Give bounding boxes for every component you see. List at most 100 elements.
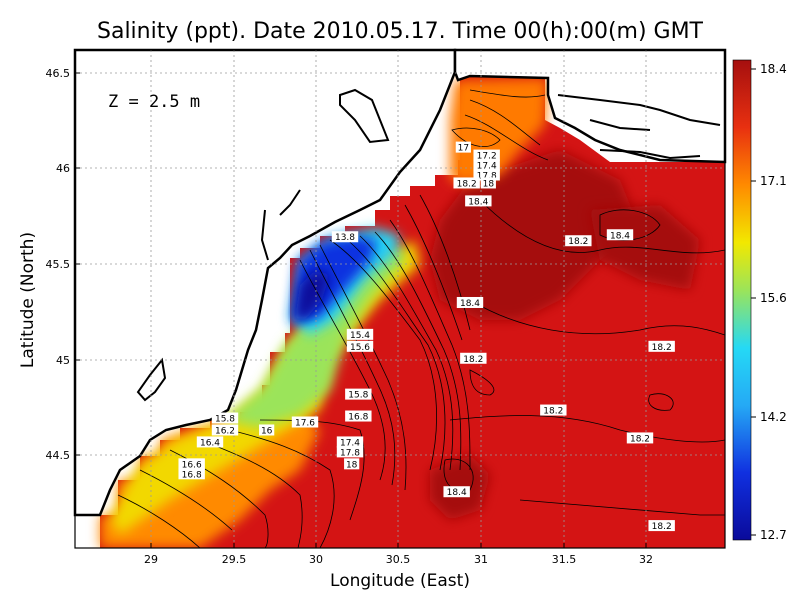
- sea-deep-red-zone-east: [590, 205, 700, 290]
- contour-label: 18.2: [648, 520, 675, 532]
- contour-label: 18: [480, 177, 496, 189]
- contour-label-text: 18.4: [460, 299, 480, 309]
- contour-label-text: 16.8: [348, 413, 368, 423]
- map-title: Salinity (ppt). Date 2010.05.17. Time 00…: [97, 19, 704, 44]
- colorbar-tick-label: 18.4: [760, 62, 787, 76]
- x-axis-title: Longitude (East): [330, 571, 470, 591]
- contour-label-text: 18.2: [652, 343, 672, 353]
- colorbar-tick-label: 12.7: [760, 528, 787, 542]
- colorbar-tick-label: 15.6: [760, 291, 787, 305]
- contour-label-text: 15.8: [215, 415, 235, 425]
- contour-label: 17.8: [336, 446, 364, 458]
- sea-deep-red-zone-north: [430, 150, 640, 320]
- x-tick-label: 31.5: [552, 553, 577, 566]
- west-coast-land: [73, 48, 457, 517]
- contour-label-text: 15.6: [350, 343, 370, 353]
- contour-label: 16.2: [211, 424, 239, 436]
- contour-label: 15.4: [346, 328, 374, 341]
- contour-label-box: [178, 458, 205, 470]
- contour-label-box: [346, 328, 374, 340]
- contour-label-box: [291, 416, 319, 428]
- contour-label-box: [346, 340, 374, 352]
- contour-label-box: [480, 177, 496, 189]
- contour-label: 17.4: [473, 159, 500, 172]
- contour-label-text: 18.2: [652, 522, 672, 532]
- sea-green-band: [225, 245, 405, 428]
- colorbar-ticks: [751, 68, 756, 536]
- y-tick-label: 45.5: [46, 258, 71, 271]
- contour-label-text: 15.4: [350, 331, 370, 341]
- contour-label-box: [211, 412, 239, 424]
- contour-label-box: [540, 404, 567, 416]
- sea-navy-core: [295, 270, 330, 320]
- contour-label: 18.2: [460, 352, 487, 365]
- contour-label-box: [455, 141, 471, 153]
- contour-label-box: [648, 520, 675, 532]
- contour-label-text: 17: [458, 144, 469, 154]
- contour-label: 18.4: [465, 195, 492, 207]
- contour-label-text: 18: [483, 179, 495, 189]
- contour-label: 17.6: [291, 416, 319, 429]
- contour-label-box: [453, 177, 480, 189]
- contour-label: 16: [259, 424, 275, 436]
- x-axis-tick-labels: 29 29.5 30 30.5 31 31.5 32: [144, 553, 653, 566]
- contour-label-text: 18.2: [630, 434, 650, 444]
- x-tick-label: 29: [144, 553, 158, 566]
- contour-label-text: 15.8: [348, 391, 368, 401]
- contour-label-box: [178, 468, 205, 480]
- x-tick-label: 29.5: [222, 553, 247, 566]
- contour-label-text: 17.4: [477, 162, 497, 172]
- contour-label: 17.8: [473, 169, 500, 181]
- y-axis-ticks: [75, 72, 80, 456]
- contour-label: 17: [455, 141, 471, 154]
- contour-label-box: [565, 235, 592, 247]
- contour-label-text: 18.2: [568, 237, 588, 247]
- depth-label: Z = 2.5 m: [108, 92, 200, 112]
- contour-label-text: 18.4: [468, 197, 488, 207]
- grid-lines: [75, 50, 725, 548]
- contour-label-text: 18.2: [543, 407, 563, 417]
- colorbar-tick-label: 17.1: [760, 174, 787, 188]
- contour-label-text: 18.4: [447, 488, 467, 498]
- x-tick-label: 30.5: [386, 553, 411, 566]
- contour-label: 18.2: [540, 404, 567, 417]
- contour-label: 18.2: [565, 235, 592, 247]
- contour-label-box: [196, 436, 224, 448]
- contour-label-text: 16.2: [215, 426, 235, 436]
- contour-label-text: 17.2: [477, 152, 497, 162]
- contour-label: 16.8: [345, 410, 372, 423]
- x-tick-label: 32: [639, 553, 653, 566]
- y-tick-label: 45: [56, 354, 70, 367]
- contour-label-box: [473, 159, 500, 171]
- contour-label: 13.8: [331, 231, 359, 243]
- contour-label: 16.8: [178, 468, 205, 480]
- contour-label-box: [345, 410, 372, 422]
- contour-label-text: 17.8: [340, 448, 360, 458]
- salinity-field: [100, 76, 725, 548]
- colorbar-tick-label: 14.2: [760, 410, 787, 424]
- contour-label-text: 17.8: [477, 171, 497, 181]
- contour-label-box: [626, 432, 654, 444]
- contour-label: 18.2: [626, 432, 654, 444]
- sea-orange-southwest: [100, 410, 320, 548]
- contour-label: 17.4: [336, 436, 364, 448]
- y-tick-label: 46.5: [46, 67, 71, 80]
- contour-label: 15.6: [346, 340, 374, 353]
- contour-label: 18: [344, 458, 360, 470]
- coast-details: [136, 88, 721, 402]
- y-axis-title: Latitude (North): [18, 232, 38, 368]
- contour-label-box: [344, 458, 360, 470]
- contour-label-text: 17.6: [295, 419, 315, 429]
- contour-label: 18.4: [606, 229, 634, 241]
- contour-label-text: 18: [346, 460, 358, 470]
- y-axis-tick-labels: 44.5 45 45.5 46 46.5: [46, 67, 71, 462]
- contour-label-box: [473, 169, 500, 181]
- contour-label: 18.2: [453, 177, 480, 189]
- contour-label: 17.2: [473, 149, 500, 162]
- contour-label: 18.2: [648, 340, 675, 353]
- contour-label: 18.4: [456, 296, 484, 309]
- colorbar: [732, 59, 752, 541]
- x-tick-label: 30: [309, 553, 323, 566]
